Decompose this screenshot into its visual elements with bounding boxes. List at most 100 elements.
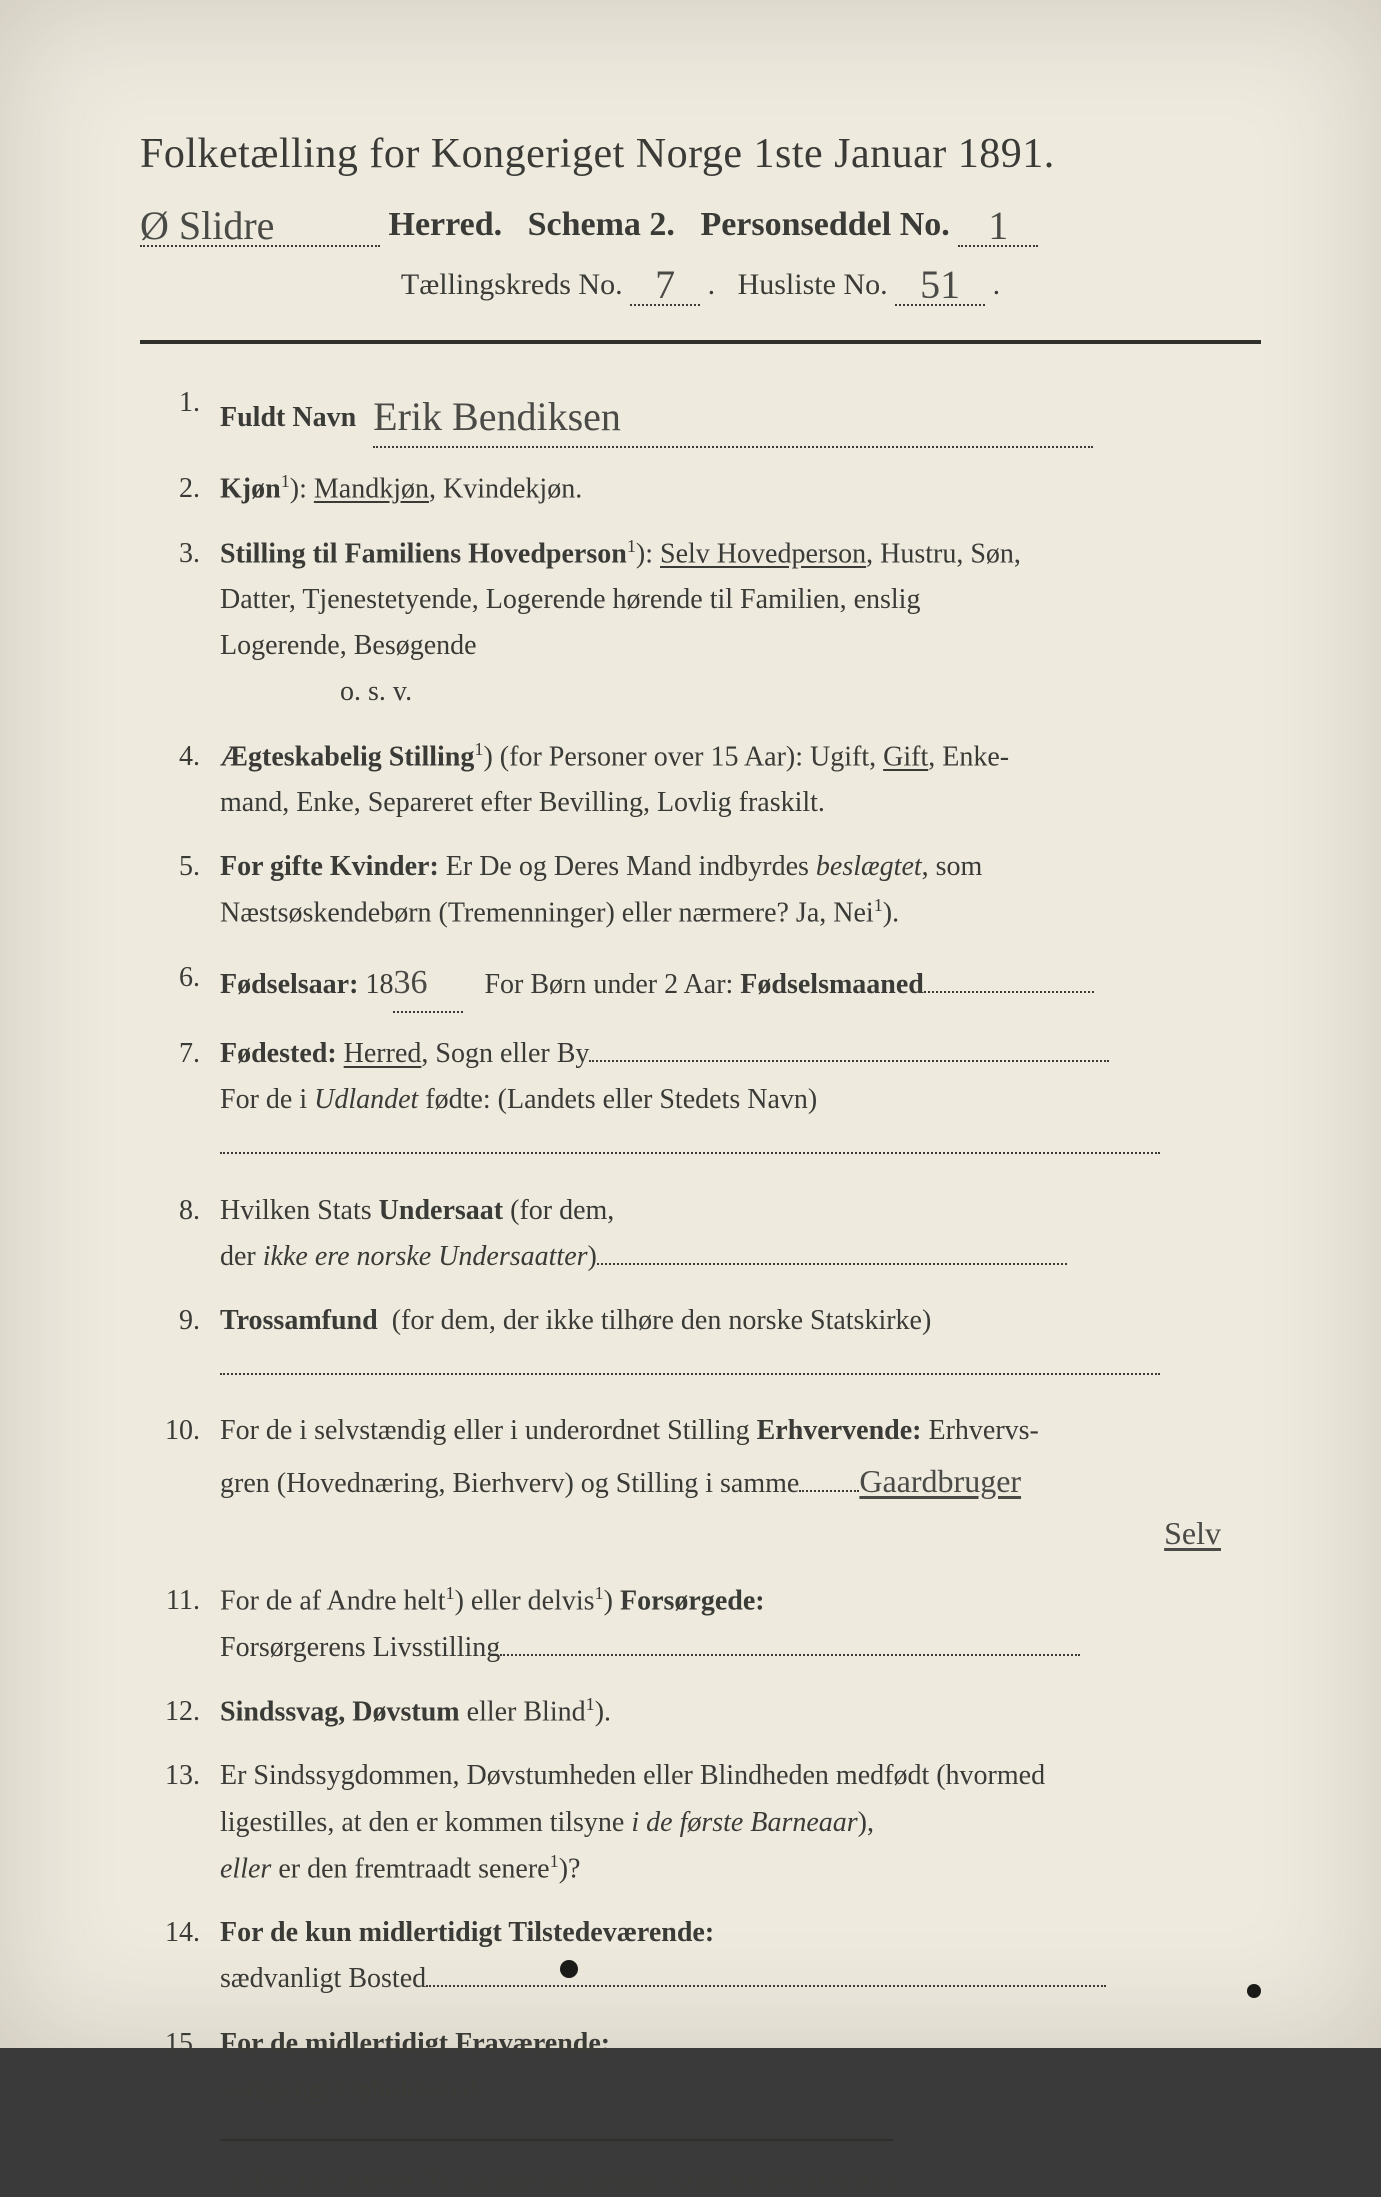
item-7: Fødested: Herred, Sogn eller By For de i… (140, 1031, 1261, 1170)
footnote-sup: 1 (220, 2165, 231, 2184)
item-6: Fødselsaar: 1836 For Børn under 2 Aar: F… (140, 955, 1261, 1013)
footnote: 1) De for hvert Tilfælde passende Ord un… (140, 2165, 1261, 2197)
item-1: Fuldt Navn Erik Bendiksen (140, 380, 1261, 448)
item-4: Ægteskabelig Stilling1) (for Personer ov… (140, 734, 1261, 827)
item-11-blank (500, 1629, 1080, 1656)
item-13-l2b: i de første Barneaar (631, 1807, 857, 1838)
item-4-paren: (for Personer over 15 Aar): (500, 741, 803, 772)
item-3: Stilling til Familiens Hovedperson1): Se… (140, 531, 1261, 716)
item-8-l2t: ) (588, 1241, 597, 1272)
item-9-label: Trossamfund (220, 1305, 378, 1336)
husliste-no-hw: 51 (920, 262, 960, 307)
item-7-blank-line (220, 1127, 1160, 1154)
item-7-blank (589, 1035, 1109, 1062)
divider-rule (140, 340, 1261, 344)
item-3-line3: Logerende, Besøgende (220, 623, 1261, 669)
item-6-text2: For Børn under 2 Aar: (484, 969, 733, 1000)
item-5-label: For gifte Kvinder: (220, 851, 439, 882)
personseddel-no-hw: 1 (988, 203, 1008, 248)
item-1-label: Fuldt Navn (220, 402, 356, 433)
item-13-l3c: )? (559, 1853, 581, 1884)
item-4-line2: mand, Enke, Separeret efter Bevilling, L… (220, 780, 1261, 826)
item-10-hw: Gaardbruger (859, 1463, 1021, 1499)
item-14-label: For de kun midlertidigt Tilstedeværende: (220, 1917, 714, 1948)
item-11: For de af Andre helt1) eller delvis1) Fo… (140, 1578, 1261, 1671)
item-11-l1a: For de af Andre helt (220, 1586, 446, 1617)
footnote-rule (220, 2139, 893, 2141)
item-7-l2c: fødte: (Landets eller Stedets Navn) (418, 1084, 817, 1115)
item-7-selected: Herred (344, 1038, 422, 1069)
item-3-selected: Selv Hovedperson (660, 538, 866, 569)
item-4-label: Ægteskabelig Stilling (220, 741, 474, 772)
item-2: Kjøn1): Mandkjøn, Kvindekjøn. (140, 466, 1261, 513)
item-12-a: Sindssvag, Døvstum (220, 1696, 460, 1727)
item-10: For de i selvstændig eller i underordnet… (140, 1408, 1261, 1560)
item-3-line2: Datter, Tjenestetyende, Logerende hørend… (220, 577, 1261, 623)
item-10-dots (799, 1464, 859, 1491)
item-11-l2: Forsørgerens Livsstilling (220, 1632, 500, 1663)
item-6-year-hw: 36 (393, 964, 427, 1001)
questions-list: Fuldt Navn Erik Bendiksen Kjøn1): Mandkj… (140, 380, 1261, 2113)
item-12: Sindssvag, Døvstum eller Blind1). (140, 1689, 1261, 1736)
item-6-year-prefix: 18 (365, 969, 393, 1000)
ink-blot-icon (1247, 1984, 1261, 1998)
item-10-l2: gren (Hovednæring, Bierhverv) og Stillin… (220, 1468, 799, 1499)
item-5-sup: 1 (874, 895, 883, 915)
item-9: Trossamfund (for dem, der ikke tilhøre d… (140, 1298, 1261, 1390)
item-7-label: Fødested: (220, 1038, 337, 1069)
item-5-t1a: Er De og Deres Mand indbyrdes (446, 851, 816, 882)
item-15-label: For de midlertidigt Fraværende: (220, 2028, 610, 2059)
schema-label: Schema 2. (528, 206, 675, 243)
item-14-l2: sædvanligt Bosted (220, 1963, 426, 1994)
item-2-selected: Mandkjøn (314, 473, 429, 504)
item-7-l2b: Udlandet (314, 1084, 418, 1115)
item-13-l1: Er Sindssygdommen, Døvstumheden eller Bl… (220, 1760, 1045, 1791)
item-12-sup: 1 (586, 1694, 595, 1714)
item-6-label: Fødselsaar: (220, 969, 358, 1000)
item-13-l3b: er den fremtraadt senere (271, 1853, 549, 1884)
item-13-l3a: eller (220, 1853, 271, 1884)
item-11-l1c: ) (604, 1586, 620, 1617)
personseddel-label: Personseddel No. (700, 206, 949, 243)
item-2-label: Kjøn (220, 473, 281, 504)
item-9-text: (for dem, der ikke tilhøre den norske St… (392, 1305, 932, 1336)
item-15-l2: antageligt Opholdssted (220, 2074, 477, 2105)
item-12-b: eller Blind (460, 1696, 586, 1727)
item-13: Er Sindssygdommen, Døvstumheden eller Bl… (140, 1753, 1261, 1892)
herred-label: Herred. (389, 206, 503, 243)
item-8-blank (597, 1238, 1067, 1265)
item-5-t1c: , som (922, 851, 983, 882)
item-10-l1b: Erhvervende: (757, 1415, 922, 1446)
item-13-l2a: ligestilles, at den er kommen tilsyne (220, 1807, 631, 1838)
item-2-sup: 1 (281, 471, 290, 491)
item-5-t1b: beslægtet (816, 851, 922, 882)
header-line-3: Tællingskreds No. 7 . Husliste No. 51 . (140, 257, 1261, 306)
item-8-l2i: ikke ere norske Undersaatter (263, 1241, 588, 1272)
item-7-l2a: For de i (220, 1084, 314, 1115)
item-8-l1b: Undersaat (379, 1195, 503, 1226)
item-8-l2: der (220, 1241, 263, 1272)
item-14-blank (426, 1960, 1106, 1987)
item-8-l1t: (for dem, (503, 1195, 614, 1226)
item-2-opt2: Kvindekjøn (443, 473, 575, 504)
item-10-hw2: Selv (1164, 1515, 1221, 1551)
item-11-s2: 1 (595, 1583, 604, 1603)
item-13-sup: 1 (550, 1851, 559, 1871)
item-11-s1: 1 (446, 1583, 455, 1603)
census-form-page: Folketælling for Kongeriget Norge 1ste J… (0, 0, 1381, 2048)
item-5: For gifte Kvinder: Er De og Deres Mand i… (140, 844, 1261, 937)
item-10-l1c: Erhvervs- (921, 1415, 1038, 1446)
item-8: Hvilken Stats Undersaat (for dem, der ik… (140, 1188, 1261, 1280)
item-3-line4: o. s. v. (220, 669, 1261, 715)
kreds-label: Tællingskreds No. (401, 268, 623, 301)
header-line-2: Ø Slidre Herred. Schema 2. Personseddel … (140, 198, 1261, 247)
item-3-label: Stilling til Familiens Hovedperson (220, 538, 627, 569)
item-3-sup: 1 (627, 536, 636, 556)
item-13-l2c: ), (858, 1807, 874, 1838)
page-title: Folketælling for Kongeriget Norge 1ste J… (140, 130, 1261, 178)
husliste-label: Husliste No. (738, 268, 888, 301)
item-15: For de midlertidigt Fraværende: antageli… (140, 2021, 1261, 2113)
item-6-blank (924, 966, 1094, 993)
item-9-blank (220, 1348, 1160, 1375)
item-10-l1a: For de i selvstændig eller i underordnet… (220, 1415, 757, 1446)
